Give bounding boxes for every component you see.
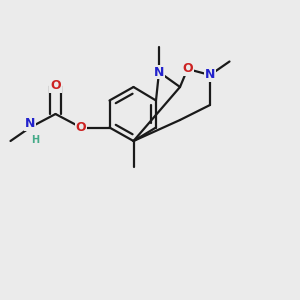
Text: N: N — [205, 68, 215, 82]
Text: O: O — [50, 79, 61, 92]
Text: H: H — [32, 135, 40, 145]
Text: N: N — [154, 65, 164, 79]
Text: O: O — [76, 121, 86, 134]
Text: O: O — [182, 62, 193, 76]
Text: N: N — [25, 117, 35, 130]
